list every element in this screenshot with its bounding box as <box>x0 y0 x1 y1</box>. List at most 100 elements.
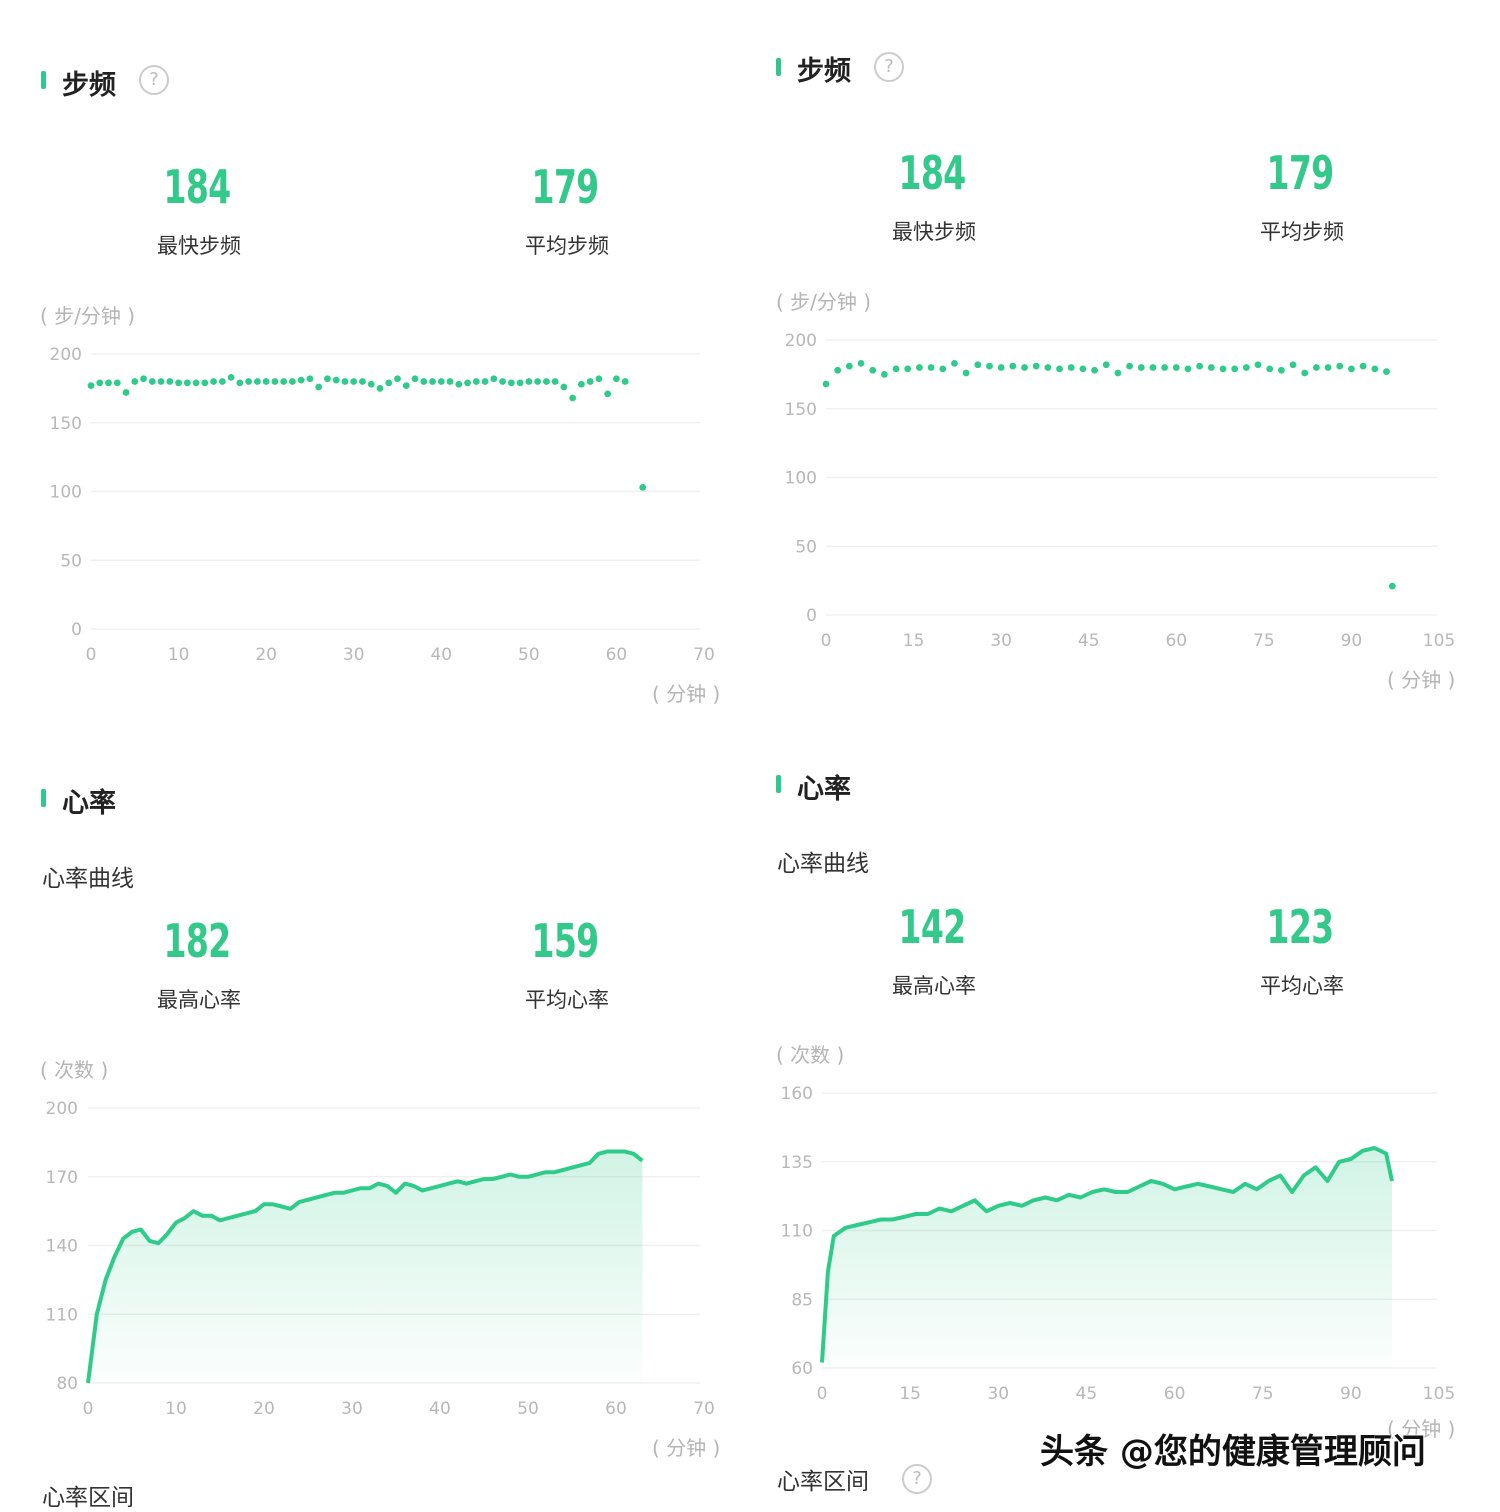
data-point <box>560 383 568 391</box>
data-point <box>997 364 1005 371</box>
data-point <box>904 365 912 373</box>
stat-label-max-hr: 最高心率 <box>892 974 976 998</box>
data-point <box>1149 364 1157 371</box>
watermark: 头条 @您的健康管理顾问 <box>1040 1432 1426 1472</box>
y-axis-unit: ( 次数 ) <box>776 1043 845 1067</box>
data-point <box>916 364 923 371</box>
data-point <box>210 378 218 385</box>
section-title-heart-rate: 心率 <box>62 788 116 819</box>
data-point <box>1266 365 1274 373</box>
x-tick-label: 45 <box>1078 631 1100 651</box>
data-point <box>507 379 515 387</box>
data-point <box>1091 366 1098 374</box>
y-tick-label: 60 <box>791 1359 813 1379</box>
data-point <box>490 375 498 383</box>
data-point <box>639 483 647 491</box>
data-point <box>446 378 454 385</box>
section-title-heart-rate: 心率 <box>797 774 851 805</box>
data-point <box>1032 362 1040 370</box>
data-point <box>613 375 620 383</box>
x-tick-label: 30 <box>987 1384 1009 1404</box>
data-point <box>87 382 95 390</box>
data-point <box>367 380 375 388</box>
data-point <box>1137 364 1145 371</box>
data-point <box>1231 365 1239 373</box>
data-point <box>551 378 559 385</box>
data-point <box>201 379 209 387</box>
x-tick-label: 60 <box>1164 1384 1186 1404</box>
y-tick-label: 80 <box>56 1374 78 1394</box>
question-circle-icon[interactable]: ? <box>139 65 169 95</box>
data-point <box>1383 368 1390 376</box>
data-point <box>845 362 853 370</box>
data-point <box>974 361 982 369</box>
y-tick-label: 135 <box>781 1153 813 1173</box>
y-tick-label: 50 <box>795 537 817 557</box>
data-point <box>96 379 104 387</box>
data-point <box>227 373 235 381</box>
x-tick-label: 30 <box>343 645 365 665</box>
data-point <box>586 378 594 385</box>
heart-rate-zone-title: 心率区间 <box>777 1469 869 1495</box>
x-tick-label: 105 <box>1423 631 1455 651</box>
y-tick-label: 110 <box>781 1222 813 1242</box>
data-point <box>604 390 612 398</box>
data-point <box>569 394 577 402</box>
data-point <box>376 384 384 392</box>
question-circle-icon[interactable]: ? <box>902 1464 932 1494</box>
y-tick-label: 85 <box>791 1290 813 1310</box>
data-point <box>140 375 147 383</box>
heart-rate-line <box>820 1146 1394 1363</box>
data-point <box>1009 362 1017 370</box>
section-marker <box>41 789 46 807</box>
y-axis-unit: ( 次数 ) <box>40 1058 109 1082</box>
data-point <box>1056 365 1063 373</box>
data-point <box>297 376 305 384</box>
x-tick-label: 70 <box>693 1399 715 1419</box>
stat-value-avg-cadence: 179 <box>531 160 600 214</box>
x-tick-label: 30 <box>341 1399 363 1419</box>
data-point <box>857 359 865 367</box>
y-tick-label: 100 <box>50 483 82 503</box>
x-axis-unit: ( 分钟 ) <box>652 1436 721 1460</box>
data-point <box>499 378 506 385</box>
data-point <box>892 365 900 373</box>
stat-value-avg-cadence: 179 <box>1266 146 1335 200</box>
question-circle-icon[interactable]: ? <box>874 52 904 82</box>
stat-label-max-cadence: 最快步频 <box>157 234 241 258</box>
data-point <box>1324 364 1332 371</box>
data-point <box>402 382 410 390</box>
x-tick-label: 45 <box>1076 1384 1098 1404</box>
data-point <box>880 370 888 378</box>
data-point <box>420 378 428 385</box>
data-point <box>122 389 130 396</box>
stat-value-max-cadence: 184 <box>898 146 967 200</box>
data-point <box>332 376 340 384</box>
x-tick-label: 60 <box>605 1399 627 1419</box>
heart-rate-line <box>86 1149 644 1384</box>
y-tick-label: 110 <box>46 1305 78 1325</box>
x-tick-label: 10 <box>165 1399 187 1419</box>
data-point <box>927 364 935 371</box>
data-point <box>289 378 296 385</box>
data-point <box>986 362 993 370</box>
data-point <box>385 379 393 387</box>
heart-rate-curve-label: 心率曲线 <box>777 851 869 877</box>
data-point <box>578 380 585 388</box>
data-point <box>192 379 200 387</box>
data-point <box>166 378 174 385</box>
y-tick-label: 100 <box>785 469 817 489</box>
section-title-cadence: 步频 <box>62 70 116 101</box>
heart-rate-curve-label: 心率曲线 <box>42 866 134 892</box>
data-point <box>394 375 401 383</box>
x-tick-label: 105 <box>1423 1384 1455 1404</box>
data-point <box>1254 361 1262 369</box>
data-point <box>951 359 958 367</box>
data-point <box>324 375 331 383</box>
x-tick-label: 90 <box>1340 1384 1362 1404</box>
data-point <box>236 379 244 387</box>
data-point <box>271 378 279 385</box>
data-point <box>1114 369 1122 377</box>
x-tick-label: 15 <box>899 1384 921 1404</box>
